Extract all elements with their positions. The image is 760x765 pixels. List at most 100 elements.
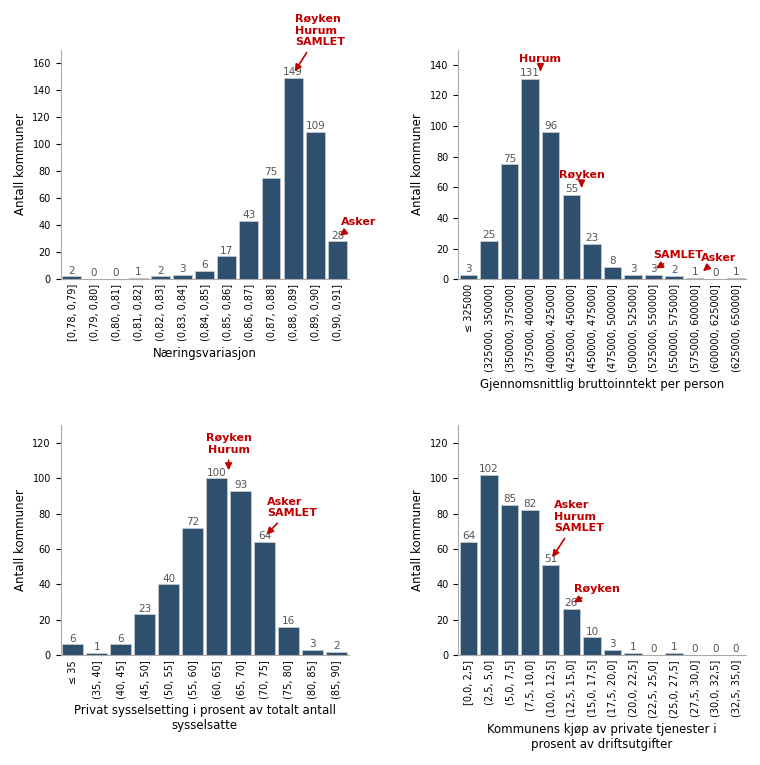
Text: 75: 75: [264, 168, 277, 177]
Bar: [151, 276, 169, 279]
Bar: [302, 649, 323, 655]
Y-axis label: Antall kommuner: Antall kommuner: [14, 113, 27, 215]
Bar: [326, 652, 347, 655]
Text: 2: 2: [68, 265, 75, 276]
Text: 25: 25: [483, 230, 496, 240]
Bar: [583, 244, 600, 279]
Bar: [603, 267, 621, 279]
Bar: [217, 256, 236, 279]
Bar: [666, 653, 683, 655]
Text: 1: 1: [630, 643, 636, 653]
Text: 109: 109: [306, 122, 325, 132]
Text: 1: 1: [733, 267, 739, 277]
Text: 0: 0: [112, 269, 119, 278]
Text: 3: 3: [630, 264, 636, 274]
Text: 96: 96: [544, 122, 557, 132]
Bar: [195, 271, 214, 279]
Text: 100: 100: [207, 467, 226, 477]
Text: 3: 3: [465, 264, 472, 274]
Bar: [644, 275, 662, 279]
Text: 2: 2: [333, 640, 340, 651]
X-axis label: Næringsvariasjon: Næringsvariasjon: [153, 347, 257, 360]
Text: 23: 23: [138, 604, 151, 614]
Text: 64: 64: [258, 531, 271, 541]
Text: Røyken: Røyken: [559, 170, 604, 186]
Text: 8: 8: [609, 256, 616, 266]
Bar: [128, 278, 147, 279]
Text: 1: 1: [93, 643, 100, 653]
Text: Asker
Hurum
SAMLET: Asker Hurum SAMLET: [553, 500, 604, 556]
Bar: [686, 278, 704, 279]
Text: 6: 6: [201, 260, 208, 270]
Bar: [62, 276, 81, 279]
Text: 93: 93: [234, 480, 247, 490]
Text: 1: 1: [135, 267, 141, 277]
Bar: [460, 542, 477, 655]
Text: 64: 64: [462, 531, 475, 541]
Bar: [230, 491, 251, 655]
Text: 26: 26: [565, 598, 578, 608]
Bar: [666, 276, 683, 279]
Text: 2: 2: [157, 265, 163, 276]
Text: 131: 131: [521, 68, 540, 78]
Text: 0: 0: [712, 269, 718, 278]
Y-axis label: Antall kommuner: Antall kommuner: [14, 490, 27, 591]
Bar: [207, 478, 226, 655]
Bar: [542, 565, 559, 655]
Text: 1: 1: [671, 643, 677, 653]
Text: 0: 0: [692, 644, 698, 654]
Text: 0: 0: [733, 644, 739, 654]
Text: 51: 51: [544, 554, 557, 564]
Text: 3: 3: [651, 264, 657, 274]
Text: 3: 3: [609, 639, 616, 649]
Bar: [173, 275, 192, 279]
Bar: [727, 278, 745, 279]
X-axis label: Kommunens kjøp av private tjenester i
prosent av driftsutgifter: Kommunens kjøp av private tjenester i pr…: [487, 723, 717, 751]
Bar: [542, 132, 559, 279]
Text: 16: 16: [282, 616, 295, 626]
Text: 149: 149: [283, 67, 303, 77]
Bar: [306, 132, 325, 279]
Text: Røyken
Hurum
SAMLET: Røyken Hurum SAMLET: [296, 15, 345, 70]
Bar: [158, 584, 179, 655]
Bar: [562, 195, 580, 279]
Text: 55: 55: [565, 184, 578, 194]
Bar: [562, 609, 580, 655]
Text: 10: 10: [585, 627, 598, 636]
Bar: [501, 164, 518, 279]
Text: Asker
SAMLET: Asker SAMLET: [267, 496, 317, 533]
Bar: [62, 644, 83, 655]
Text: Røyken: Røyken: [575, 584, 620, 601]
Bar: [278, 627, 299, 655]
Text: 102: 102: [480, 464, 499, 474]
Y-axis label: Antall kommuner: Antall kommuner: [411, 490, 424, 591]
Text: 23: 23: [585, 233, 599, 243]
Text: Asker: Asker: [701, 252, 736, 270]
Text: 6: 6: [117, 633, 124, 643]
Text: 2: 2: [671, 265, 677, 275]
Text: 17: 17: [220, 246, 233, 256]
Bar: [480, 475, 498, 655]
Text: SAMLET: SAMLET: [654, 249, 704, 268]
Bar: [87, 653, 107, 655]
X-axis label: Gjennomsnittlig bruttoinntekt per person: Gjennomsnittlig bruttoinntekt per person: [480, 378, 724, 391]
Text: 0: 0: [712, 644, 718, 654]
Bar: [480, 241, 498, 279]
Text: Asker: Asker: [340, 217, 376, 235]
X-axis label: Privat sysselsetting i prosent av totalt antall
sysselsatte: Privat sysselsetting i prosent av totalt…: [74, 705, 336, 732]
Text: 6: 6: [69, 633, 76, 643]
Text: 75: 75: [503, 154, 516, 164]
Text: 3: 3: [309, 639, 316, 649]
Bar: [603, 649, 621, 655]
Bar: [283, 78, 302, 279]
Bar: [460, 275, 477, 279]
Text: 1: 1: [692, 267, 698, 277]
Text: Røyken
Hurum: Røyken Hurum: [206, 433, 252, 468]
Text: 0: 0: [651, 644, 657, 654]
Bar: [624, 275, 641, 279]
Bar: [501, 505, 518, 655]
Y-axis label: Antall kommuner: Antall kommuner: [411, 113, 424, 215]
Text: Hurum: Hurum: [520, 54, 562, 70]
Bar: [255, 542, 275, 655]
Text: 85: 85: [503, 494, 516, 504]
